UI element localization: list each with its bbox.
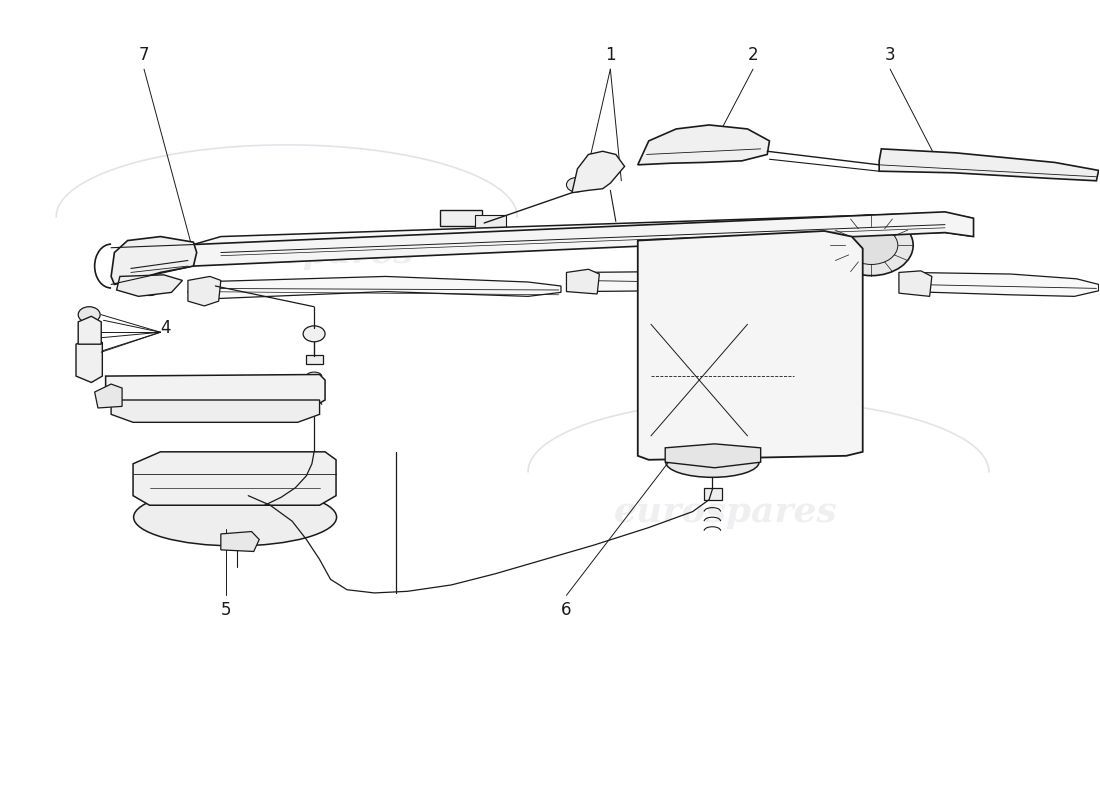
Circle shape [136, 277, 163, 295]
Circle shape [845, 226, 898, 265]
Polygon shape [133, 452, 336, 506]
Text: 6: 6 [561, 601, 572, 619]
Polygon shape [638, 231, 862, 460]
Polygon shape [566, 270, 600, 294]
Polygon shape [572, 151, 625, 193]
Polygon shape [78, 316, 101, 344]
Text: 3: 3 [884, 46, 895, 63]
Polygon shape [95, 384, 122, 408]
Text: 4: 4 [161, 319, 170, 338]
Polygon shape [194, 213, 972, 257]
Polygon shape [188, 277, 561, 299]
Text: eurospares: eurospares [191, 235, 415, 270]
Polygon shape [111, 400, 320, 422]
Polygon shape [906, 273, 1099, 296]
Circle shape [304, 326, 326, 342]
Circle shape [829, 215, 913, 276]
Bar [440, 210, 482, 226]
Polygon shape [221, 531, 260, 551]
Circle shape [78, 306, 100, 322]
Circle shape [578, 165, 600, 181]
Polygon shape [666, 444, 761, 468]
Text: eurospares: eurospares [614, 494, 837, 529]
Polygon shape [899, 271, 932, 296]
Polygon shape [194, 225, 972, 266]
Text: 1: 1 [605, 46, 616, 63]
Polygon shape [117, 275, 183, 296]
Polygon shape [111, 237, 197, 285]
Bar [307, 354, 323, 364]
Polygon shape [188, 277, 221, 306]
Polygon shape [76, 338, 102, 382]
Text: 5: 5 [221, 601, 232, 619]
Bar [704, 489, 723, 501]
Ellipse shape [666, 447, 759, 478]
Text: 7: 7 [139, 46, 150, 63]
Polygon shape [106, 374, 326, 408]
Bar [651, 261, 793, 436]
Bar [475, 215, 506, 230]
Polygon shape [638, 125, 769, 165]
Polygon shape [813, 274, 844, 294]
Text: 2: 2 [748, 46, 758, 63]
Polygon shape [572, 271, 818, 291]
Polygon shape [879, 149, 1099, 181]
Polygon shape [194, 212, 974, 266]
Ellipse shape [133, 489, 337, 546]
Circle shape [566, 178, 586, 192]
